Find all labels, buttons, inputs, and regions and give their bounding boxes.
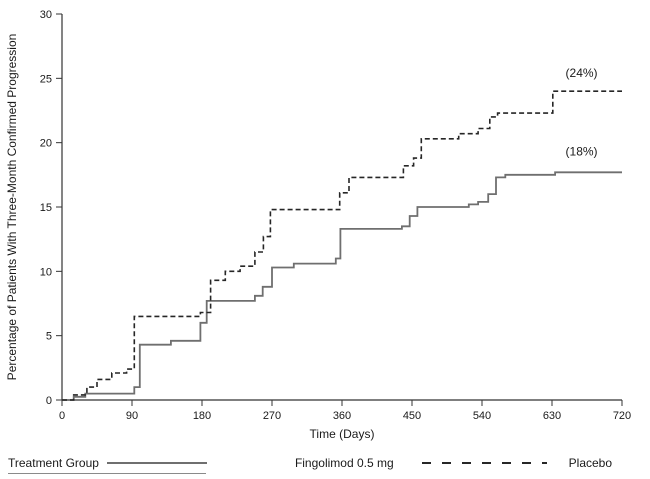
series-placebo bbox=[62, 90, 622, 401]
dashed-line-swatch bbox=[421, 461, 547, 464]
chart-series bbox=[62, 90, 622, 401]
y-tick-label: 30 bbox=[40, 9, 52, 21]
x-tick-label: 270 bbox=[263, 410, 281, 422]
x-tick-label: 630 bbox=[543, 410, 561, 422]
y-tick-label: 10 bbox=[40, 266, 52, 278]
series-fingolimod-0-5-mg bbox=[62, 171, 622, 401]
x-tick-label: 360 bbox=[333, 410, 351, 422]
x-tick-label: 180 bbox=[193, 410, 211, 422]
legend-underline bbox=[8, 473, 206, 474]
chart-annotations: (24%) (18%) bbox=[566, 66, 598, 158]
chart-axes: 0 90 180 270 360 450 540 630 720 0 5 10 15 20 25 30 bbox=[40, 9, 631, 422]
solid-line-swatch bbox=[106, 461, 207, 464]
x-tick-label: 90 bbox=[126, 410, 138, 422]
y-tick-label: 0 bbox=[46, 395, 52, 407]
y-tick-label: 15 bbox=[40, 202, 52, 214]
x-tick-label: 540 bbox=[473, 410, 491, 422]
progression-chart: 0 90 180 270 360 450 540 630 720 0 5 10 15 20 25 30 (24… bbox=[5, 9, 631, 441]
legend: Treatment Group Fingolimod 0.5 mg Placeb… bbox=[0, 446, 650, 479]
x-axis-label: Time (Days) bbox=[310, 427, 375, 441]
y-tick-label: 5 bbox=[46, 331, 52, 343]
y-tick-label: 25 bbox=[40, 73, 52, 85]
legend-label-placebo: Placebo bbox=[568, 455, 613, 470]
legend-title: Treatment Group bbox=[8, 455, 99, 470]
y-axis-label: Percentage of Patients With Three-Month … bbox=[5, 34, 19, 381]
y-tick-label: 20 bbox=[40, 138, 52, 150]
x-tick-label: 450 bbox=[403, 410, 421, 422]
annotation-label: (18%) bbox=[566, 145, 598, 159]
legend-label-fingolimod: Fingolimod 0.5 mg bbox=[294, 455, 394, 470]
x-tick-label: 720 bbox=[613, 410, 631, 422]
annotation-label: (24%) bbox=[566, 66, 598, 80]
x-tick-label: 0 bbox=[59, 410, 65, 422]
